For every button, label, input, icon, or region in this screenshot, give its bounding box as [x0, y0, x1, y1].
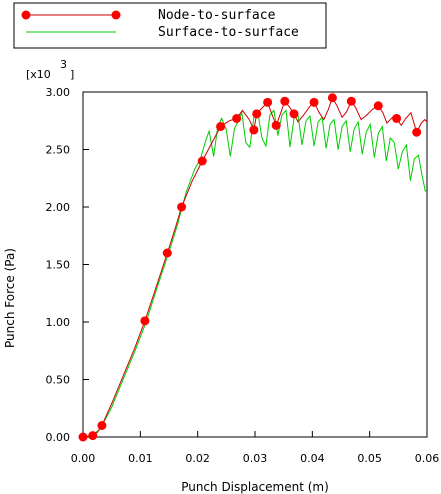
- data-point-node-to-surface: [412, 127, 422, 137]
- data-point-node-to-surface: [140, 316, 150, 326]
- data-point-node-to-surface: [263, 97, 273, 107]
- series-line-node-to-surface: [82, 96, 428, 438]
- x-tick-label: 0.03: [243, 452, 268, 465]
- data-point-node-to-surface: [197, 156, 207, 166]
- data-point-node-to-surface: [271, 120, 281, 130]
- data-point-node-to-surface: [216, 122, 226, 131]
- x-axis-label: Punch Displacement (m): [181, 480, 329, 494]
- y-tick-label: 1.00: [46, 316, 71, 329]
- data-point-node-to-surface: [177, 202, 187, 212]
- data-point-node-to-surface: [249, 125, 259, 135]
- x-tick-label: 0.00: [71, 452, 96, 465]
- y-multiplier: [x10 3 ]: [26, 58, 74, 81]
- legend: Node-to-surface Surface-to-surface: [13, 2, 327, 49]
- x-tick-label: 0.05: [357, 452, 382, 465]
- data-point-node-to-surface: [97, 421, 107, 430]
- y-multiplier-exponent: 3: [60, 58, 67, 71]
- x-tick-label: 0.04: [300, 452, 325, 465]
- plot-area-frame: [82, 91, 428, 438]
- legend-box: [13, 2, 327, 49]
- legend-marker-node-to-surface-left: [21, 10, 31, 20]
- y-axis-label: Punch Force (Pa): [3, 248, 17, 348]
- y-axis-ticks: 0.00 0.50 1.00 1.50 2.00 2.50 3.00: [46, 86, 89, 444]
- legend-label-surface-to-surface: Surface-to-surface: [158, 25, 299, 40]
- x-axis-ticks: 0.00 0.01 0.02 0.03 0.04 0.05 0.06: [71, 431, 440, 465]
- y-tick-label: 1.50: [46, 259, 71, 272]
- y-multiplier-bracket: ]: [70, 68, 74, 81]
- series-line-surface-to-surface: [82, 109, 428, 438]
- y-tick-label: 0.00: [46, 431, 71, 444]
- y-tick-label: 0.50: [46, 374, 71, 387]
- data-point-node-to-surface: [232, 113, 242, 123]
- data-point-node-to-surface: [88, 431, 98, 441]
- y-tick-label: 2.50: [46, 144, 71, 157]
- data-point-node-to-surface: [373, 101, 383, 111]
- data-point-node-to-surface: [346, 96, 356, 106]
- data-point-node-to-surface: [289, 109, 299, 119]
- x-tick-label: 0.02: [185, 452, 210, 465]
- data-point-node-to-surface: [392, 113, 402, 123]
- series-layer: [78, 93, 428, 442]
- data-point-node-to-surface: [78, 432, 88, 442]
- y-tick-label: 2.00: [46, 201, 71, 214]
- x-tick-label: 0.01: [128, 452, 153, 465]
- series-markers-node-to-surface: [78, 93, 422, 442]
- legend-marker-node-to-surface-right: [111, 10, 121, 20]
- data-point-node-to-surface: [327, 93, 337, 103]
- data-point-node-to-surface: [252, 109, 262, 119]
- y-multiplier-base: [x10: [26, 68, 51, 81]
- legend-label-node-to-surface: Node-to-surface: [158, 8, 276, 23]
- data-point-node-to-surface: [162, 248, 172, 258]
- y-tick-label: 3.00: [46, 86, 71, 99]
- data-point-node-to-surface: [309, 97, 319, 107]
- x-tick-label: 0.06: [415, 452, 440, 465]
- data-point-node-to-surface: [280, 96, 290, 106]
